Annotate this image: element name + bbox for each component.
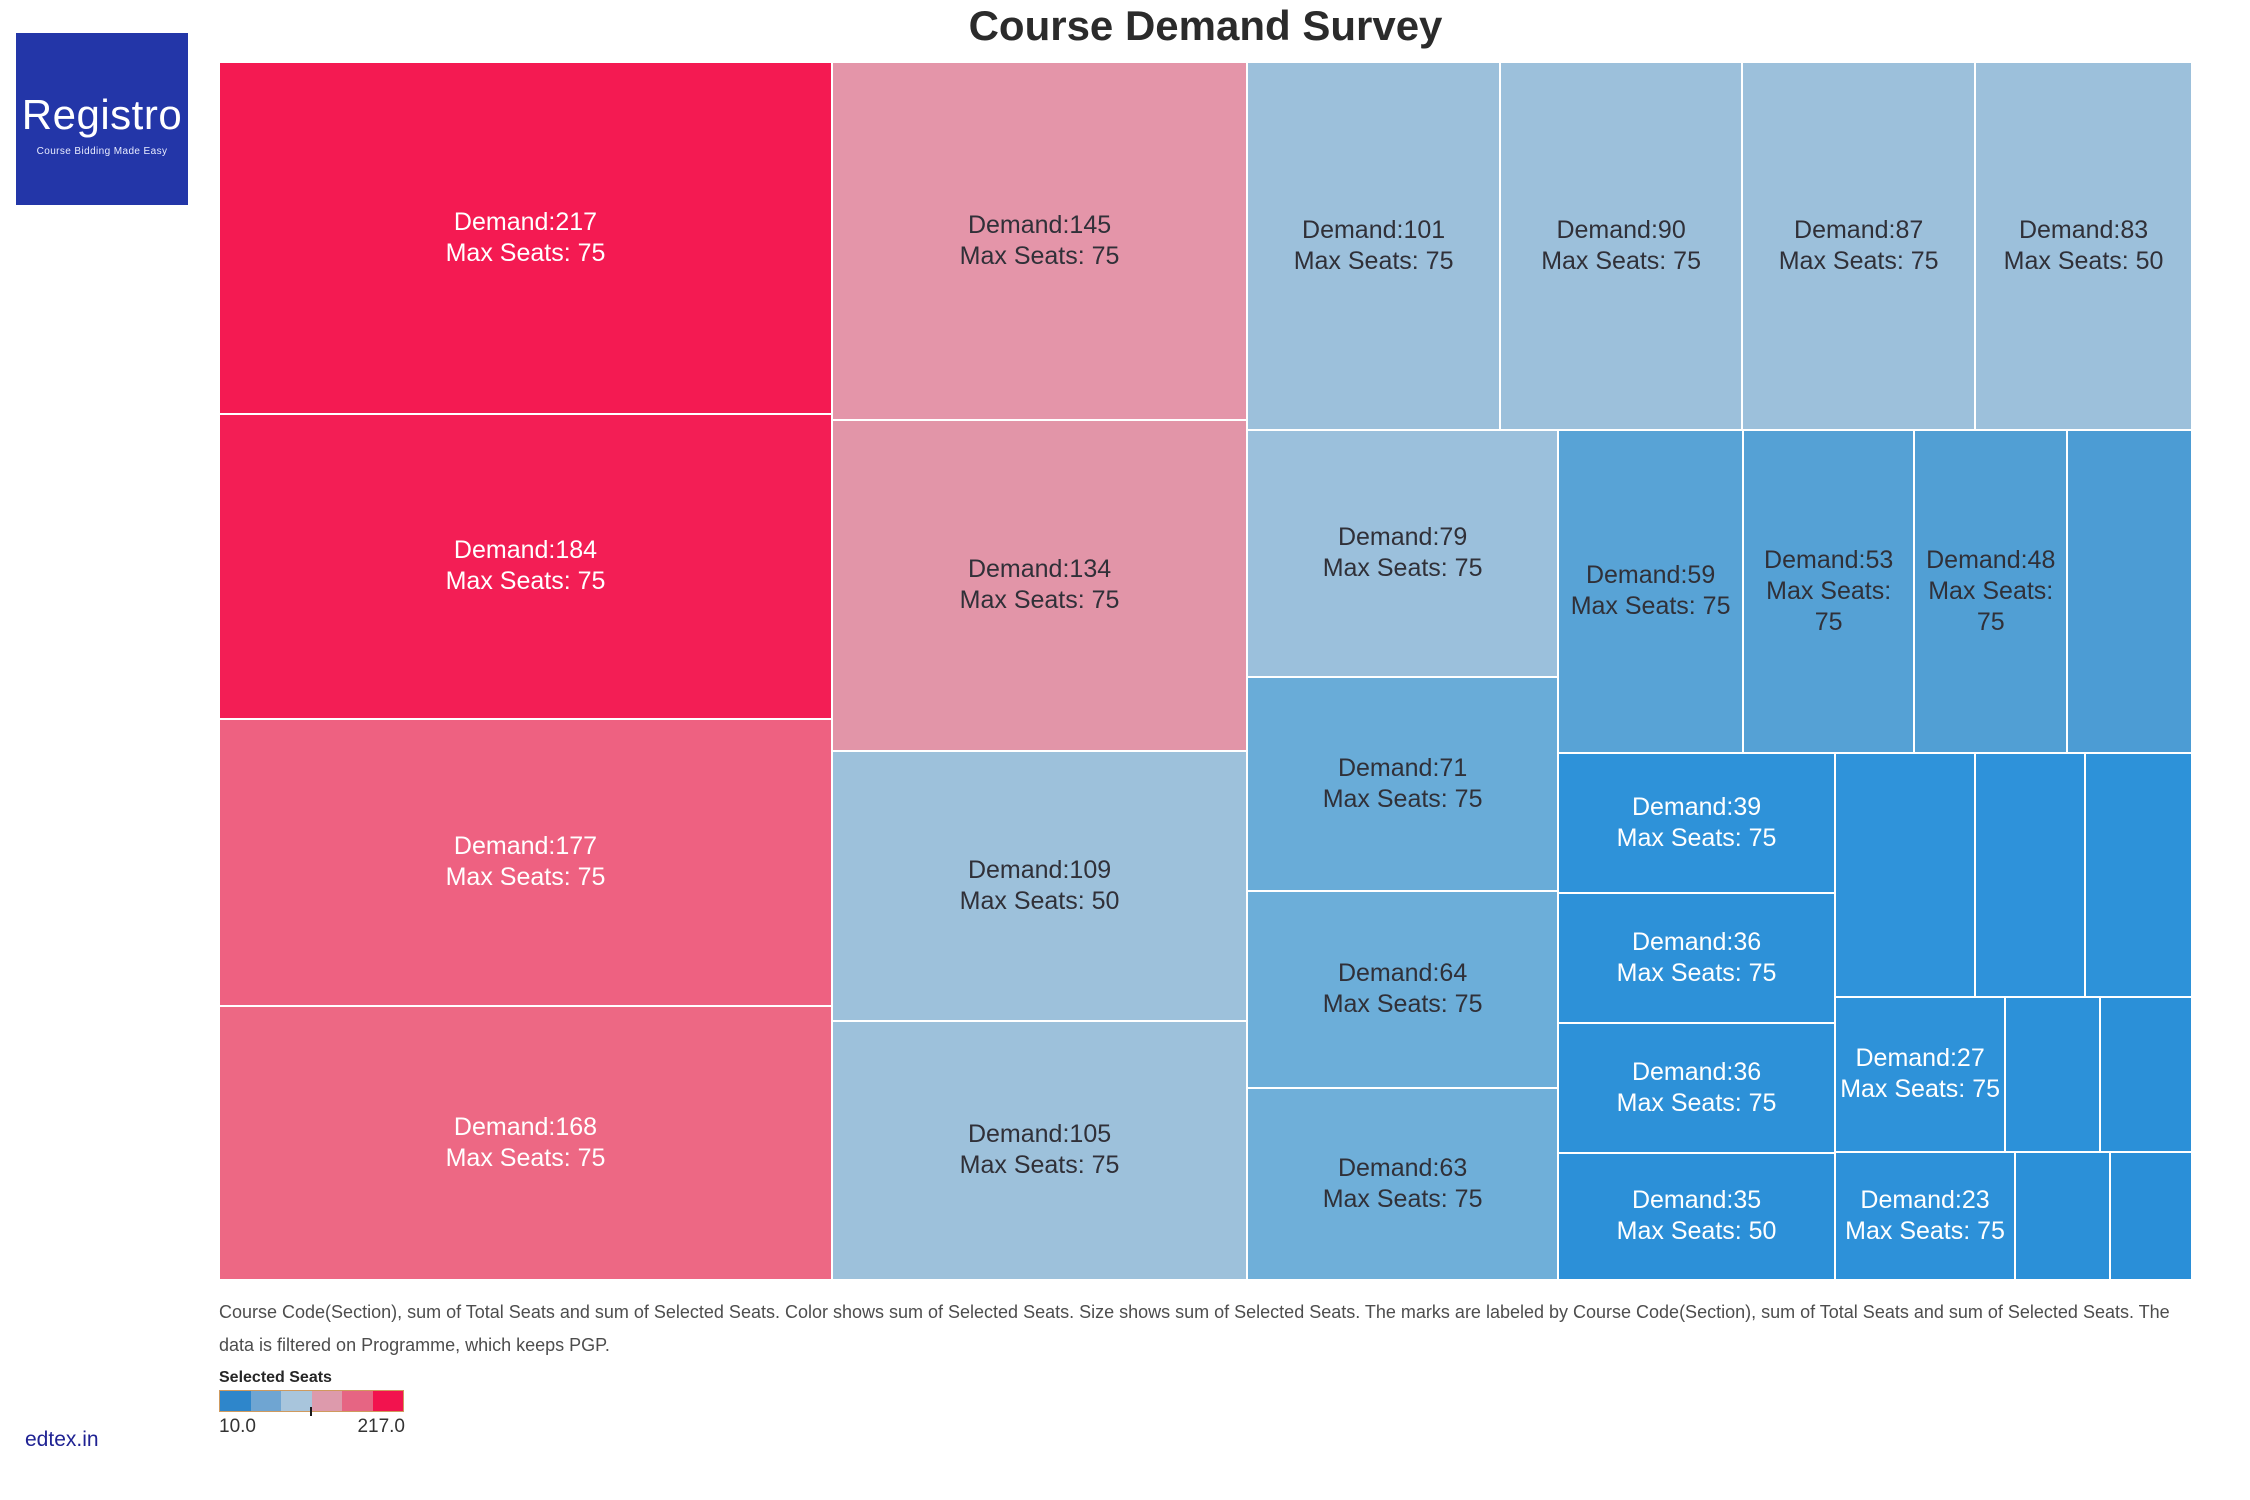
treemap-cell-label: Demand:79 Max Seats: 75 (1322, 523, 1483, 583)
treemap-cell-demand-48[interactable]: Demand:48 Max Seats: 75 (1914, 429, 2068, 753)
treemap-cell-label: Demand:217 Max Seats: 75 (445, 207, 606, 267)
legend-min-value: 10.0 (219, 1416, 256, 1437)
treemap-cell-demand-184[interactable]: Demand:184 Max Seats: 75 (219, 414, 832, 719)
treemap-cell-label: Demand:39 Max Seats: 75 (1616, 792, 1777, 852)
logo-subtitle: Course Bidding Made Easy (36, 146, 168, 157)
treemap-cell-unlabeled[interactable] (2067, 429, 2192, 753)
treemap-cell-demand-71[interactable]: Demand:71 Max Seats: 75 (1247, 676, 1559, 891)
treemap-cell-label: Demand:53 Max Seats: 75 (1764, 545, 1894, 637)
treemap-cell-demand-145[interactable]: Demand:145 Max Seats: 75 (832, 62, 1248, 420)
treemap-cell-label: Demand:101 Max Seats: 75 (1293, 215, 1454, 275)
treemap-cell-demand-105[interactable]: Demand:105 Max Seats: 75 (832, 1020, 1248, 1280)
treemap-cell-unlabeled[interactable] (2015, 1151, 2111, 1280)
treemap-cell-demand-83[interactable]: Demand:83 Max Seats: 50 (1975, 62, 2192, 430)
treemap-cell-label: Demand:109 Max Seats: 50 (959, 855, 1120, 915)
treemap-cell-demand-101[interactable]: Demand:101 Max Seats: 75 (1247, 62, 1501, 430)
legend-ramp-segment (220, 1391, 251, 1411)
treemap-cell-demand-168[interactable]: Demand:168 Max Seats: 75 (219, 1005, 832, 1280)
treemap-cell-demand-217[interactable]: Demand:217 Max Seats: 75 (219, 62, 832, 414)
treemap-cell-label: Demand:59 Max Seats: 75 (1570, 561, 1731, 621)
treemap-cell-demand-87[interactable]: Demand:87 Max Seats: 75 (1742, 62, 1976, 430)
treemap-cell-demand-39[interactable]: Demand:39 Max Seats: 75 (1558, 752, 1836, 893)
edtex-link[interactable]: edtex.in (25, 1428, 99, 1451)
treemap-cell-label: Demand:168 Max Seats: 75 (445, 1112, 606, 1172)
logo-title: Registro (21, 91, 183, 138)
treemap-cell-label: Demand:105 Max Seats: 75 (959, 1120, 1120, 1180)
treemap-cell-label: Demand:90 Max Seats: 75 (1541, 215, 1701, 275)
treemap-cell-label: Demand:184 Max Seats: 75 (445, 536, 606, 596)
legend-max-value: 217.0 (357, 1416, 405, 1437)
treemap-cell-label: Demand:48 Max Seats: 75 (1926, 545, 2056, 637)
treemap-cell-unlabeled[interactable] (2085, 752, 2192, 997)
treemap-cell-label: Demand:87 Max Seats: 75 (1778, 215, 1939, 275)
legend-midpoint-tick (310, 1407, 312, 1416)
treemap-cell-label: Demand:36 Max Seats: 75 (1616, 927, 1777, 987)
treemap-cell-unlabeled[interactable] (2100, 996, 2192, 1152)
treemap-cell-demand-36[interactable]: Demand:36 Max Seats: 75 (1558, 892, 1836, 1023)
treemap-cell-label: Demand:177 Max Seats: 75 (445, 832, 606, 892)
treemap-cell-demand-23[interactable]: Demand:23 Max Seats: 75 (1835, 1151, 2016, 1280)
treemap-cell-unlabeled[interactable] (1975, 752, 2086, 997)
treemap-cell-label: Demand:71 Max Seats: 75 (1322, 753, 1483, 813)
treemap-cell-demand-177[interactable]: Demand:177 Max Seats: 75 (219, 718, 832, 1006)
legend-title: Selected Seats (219, 1369, 332, 1386)
treemap: Demand:217 Max Seats: 75 Demand:184 Max Sea… (219, 62, 2192, 1280)
registro-logo: Registro Course Bidding Made Easy (16, 33, 188, 205)
treemap-cell-label: Demand:64 Max Seats: 75 (1322, 959, 1483, 1019)
treemap-cell-demand-27[interactable]: Demand:27 Max Seats: 75 (1835, 996, 2006, 1152)
treemap-cell-demand-134[interactable]: Demand:134 Max Seats: 75 (832, 419, 1248, 751)
treemap-cell-demand-35[interactable]: Demand:35 Max Seats: 50 (1558, 1152, 1836, 1280)
legend-color-ramp (219, 1390, 404, 1412)
legend-ramp-segment (250, 1391, 281, 1411)
treemap-cell-label: Demand:35 Max Seats: 50 (1616, 1186, 1777, 1246)
legend-range: 10.0 217.0 (219, 1416, 405, 1438)
treemap-cell-demand-53[interactable]: Demand:53 Max Seats: 75 (1743, 429, 1915, 753)
treemap-cell-label: Demand:134 Max Seats: 75 (959, 555, 1120, 615)
treemap-cell-demand-59[interactable]: Demand:59 Max Seats: 75 (1558, 429, 1744, 753)
treemap-cell-label: Demand:63 Max Seats: 75 (1322, 1153, 1483, 1213)
legend-ramp-segment (311, 1391, 342, 1411)
treemap-cell-label: Demand:145 Max Seats: 75 (959, 210, 1120, 270)
treemap-cell-unlabeled[interactable] (2110, 1151, 2192, 1280)
treemap-cell-demand-90[interactable]: Demand:90 Max Seats: 75 (1500, 62, 1743, 430)
treemap-cell-demand-79[interactable]: Demand:79 Max Seats: 75 (1247, 429, 1559, 677)
legend-ramp-segment (281, 1391, 312, 1411)
treemap-cell-demand-36[interactable]: Demand:36 Max Seats: 75 (1558, 1022, 1836, 1153)
treemap-cell-demand-109[interactable]: Demand:109 Max Seats: 50 (832, 750, 1248, 1021)
treemap-cell-label: Demand:23 Max Seats: 75 (1845, 1185, 2005, 1245)
treemap-cell-label: Demand:36 Max Seats: 75 (1616, 1057, 1777, 1117)
legend-ramp-segment (372, 1391, 403, 1411)
treemap-cell-label: Demand:83 Max Seats: 50 (2003, 215, 2164, 275)
treemap-cell-unlabeled[interactable] (1835, 752, 1976, 997)
chart-title: Course Demand Survey (968, 2, 1443, 49)
legend-ramp-segment (342, 1391, 373, 1411)
treemap-cell-unlabeled[interactable] (2005, 996, 2101, 1152)
treemap-cell-demand-63[interactable]: Demand:63 Max Seats: 75 (1247, 1087, 1559, 1280)
treemap-cell-demand-64[interactable]: Demand:64 Max Seats: 75 (1247, 890, 1559, 1088)
treemap-cell-label: Demand:27 Max Seats: 75 (1840, 1044, 2001, 1104)
chart-caption: Course Code(Section), sum of Total Seats… (219, 1302, 2170, 1356)
